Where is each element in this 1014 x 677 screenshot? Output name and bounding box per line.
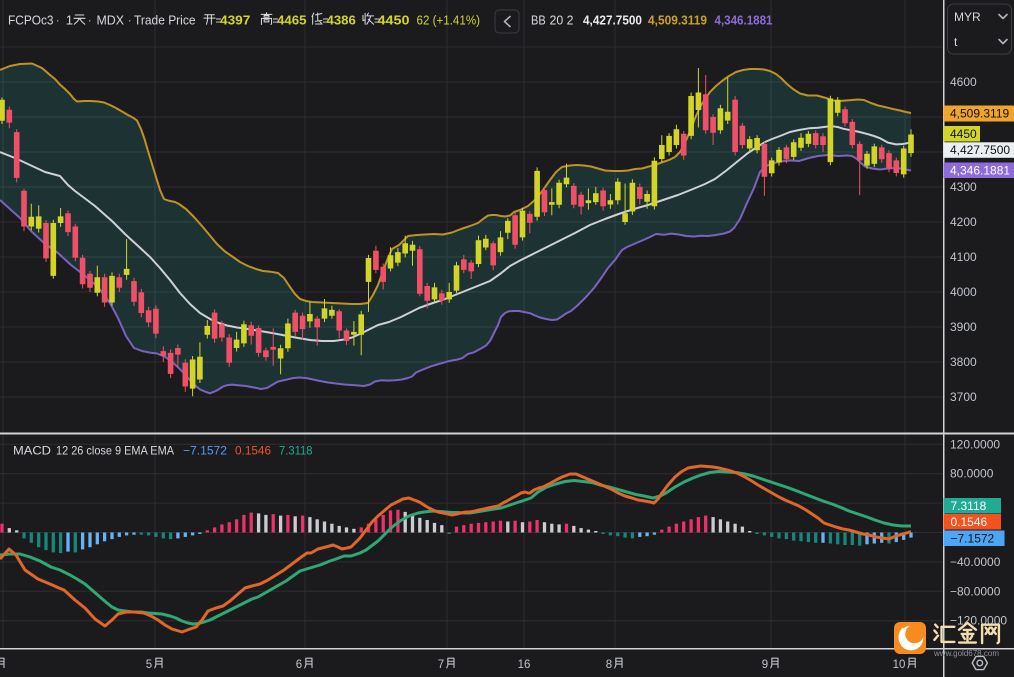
svg-text:4600: 4600 — [950, 75, 977, 89]
svg-text:4,346.1881: 4,346.1881 — [950, 163, 1010, 177]
svg-text:120.0000: 120.0000 — [950, 437, 1000, 451]
svg-text:4450: 4450 — [378, 13, 410, 28]
svg-text:0.1546: 0.1546 — [951, 515, 988, 529]
svg-text:4,427.7500: 4,427.7500 — [583, 13, 642, 28]
svg-text:7.3118: 7.3118 — [279, 444, 313, 458]
svg-text:4200: 4200 — [950, 215, 977, 229]
svg-text:−40.0000: −40.0000 — [950, 555, 1001, 569]
svg-text:10: 10 — [893, 659, 906, 671]
svg-text:www.gold678.com: www.gold678.com — [933, 648, 999, 658]
svg-text:20 2: 20 2 — [550, 13, 574, 28]
svg-text:4,427.7500: 4,427.7500 — [950, 143, 1010, 157]
svg-text:5: 5 — [146, 659, 152, 671]
svg-text:4450: 4450 — [950, 127, 977, 141]
svg-text:FCPOc3: FCPOc3 — [8, 13, 54, 28]
svg-text:1: 1 — [66, 13, 73, 28]
svg-text:8: 8 — [606, 659, 612, 671]
svg-text:6: 6 — [296, 659, 302, 671]
svg-text:7.3118: 7.3118 — [951, 499, 987, 513]
svg-text:4,509.3119: 4,509.3119 — [950, 107, 1009, 121]
svg-text:7: 7 — [438, 659, 444, 671]
svg-text:80.0000: 80.0000 — [950, 467, 994, 481]
svg-text:t: t — [954, 35, 958, 49]
svg-text:4300: 4300 — [950, 180, 977, 194]
svg-text:−80.0000: −80.0000 — [950, 584, 1001, 598]
svg-text:0.1546: 0.1546 — [235, 444, 271, 458]
svg-text:·: · — [56, 13, 60, 28]
svg-text:3700: 3700 — [950, 390, 977, 404]
svg-text:=: = — [323, 13, 329, 28]
svg-text:12 26 close 9 EMA EMA: 12 26 close 9 EMA EMA — [56, 444, 174, 458]
svg-text:−7.1572: −7.1572 — [183, 444, 227, 458]
svg-text:62 (+1.41%): 62 (+1.41%) — [417, 13, 481, 28]
svg-text:MDX: MDX — [97, 13, 125, 28]
svg-text:MYR: MYR — [954, 10, 981, 24]
svg-text:3800: 3800 — [950, 355, 977, 369]
svg-text:=: = — [273, 13, 279, 28]
svg-text:4397: 4397 — [220, 13, 250, 28]
svg-text:4465: 4465 — [277, 13, 307, 28]
svg-text:3900: 3900 — [950, 320, 977, 334]
svg-text:9: 9 — [762, 659, 768, 671]
svg-text:4100: 4100 — [950, 250, 977, 264]
svg-text:4,509.3119: 4,509.3119 — [648, 13, 707, 28]
svg-text:4386: 4386 — [327, 13, 356, 28]
svg-text:Trade Price: Trade Price — [134, 13, 196, 28]
svg-text:=: = — [374, 13, 380, 28]
svg-text:·: · — [128, 13, 132, 28]
svg-text:4,346.1881: 4,346.1881 — [715, 13, 773, 28]
svg-text:−7.1572: −7.1572 — [951, 532, 995, 546]
svg-text:·: · — [88, 13, 92, 28]
svg-text:MACD: MACD — [13, 444, 51, 458]
svg-text:16: 16 — [518, 659, 531, 671]
svg-text:=: = — [216, 13, 222, 28]
svg-text:4000: 4000 — [950, 285, 977, 299]
svg-text:BB: BB — [531, 13, 546, 28]
